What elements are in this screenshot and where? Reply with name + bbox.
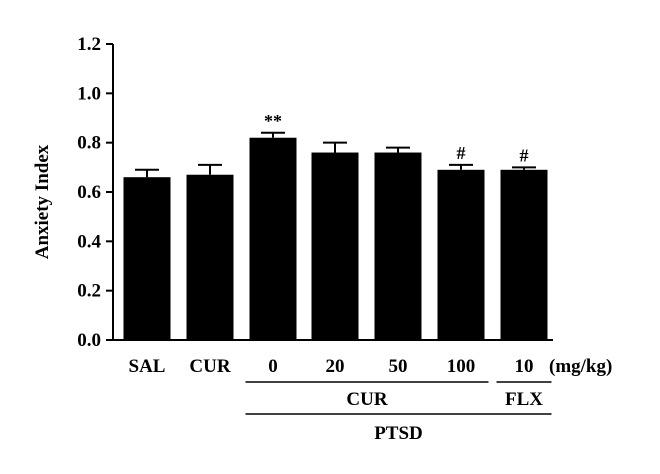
y-tick-label: 0.4: [77, 231, 101, 252]
y-tick-label: 0.6: [77, 182, 101, 203]
bar-4: [374, 152, 422, 340]
x-category-label: SAL: [129, 356, 166, 377]
bar-2: [249, 137, 297, 340]
x-category-label: 100: [447, 356, 476, 377]
y-tick-label: 1.0: [77, 83, 101, 104]
significance-marker: #: [520, 145, 529, 165]
x-category-label: 50: [389, 356, 408, 377]
unit-label: (mg/kg): [549, 356, 612, 377]
significance-marker: **: [264, 111, 282, 131]
group-label: CUR: [346, 389, 387, 410]
bar-3: [311, 152, 359, 340]
x-category-label: 0: [268, 356, 278, 377]
y-tick-label: 0.0: [77, 330, 101, 351]
y-tick-label: 0.8: [77, 133, 101, 154]
x-category-label: 10: [515, 356, 534, 377]
bar-0: [123, 177, 171, 340]
x-category-label: CUR: [189, 356, 230, 377]
group-label: FLX: [505, 389, 543, 410]
group-label: PTSD: [374, 423, 423, 444]
significance-marker: #: [457, 143, 466, 163]
bar-1: [186, 174, 234, 340]
bar-6: [500, 169, 548, 340]
y-axis-title: Anxiety Index: [32, 144, 53, 259]
y-tick-label: 1.2: [77, 34, 101, 55]
x-category-label: 20: [326, 356, 345, 377]
y-tick-label: 0.2: [77, 281, 101, 302]
bar-5: [437, 169, 485, 340]
